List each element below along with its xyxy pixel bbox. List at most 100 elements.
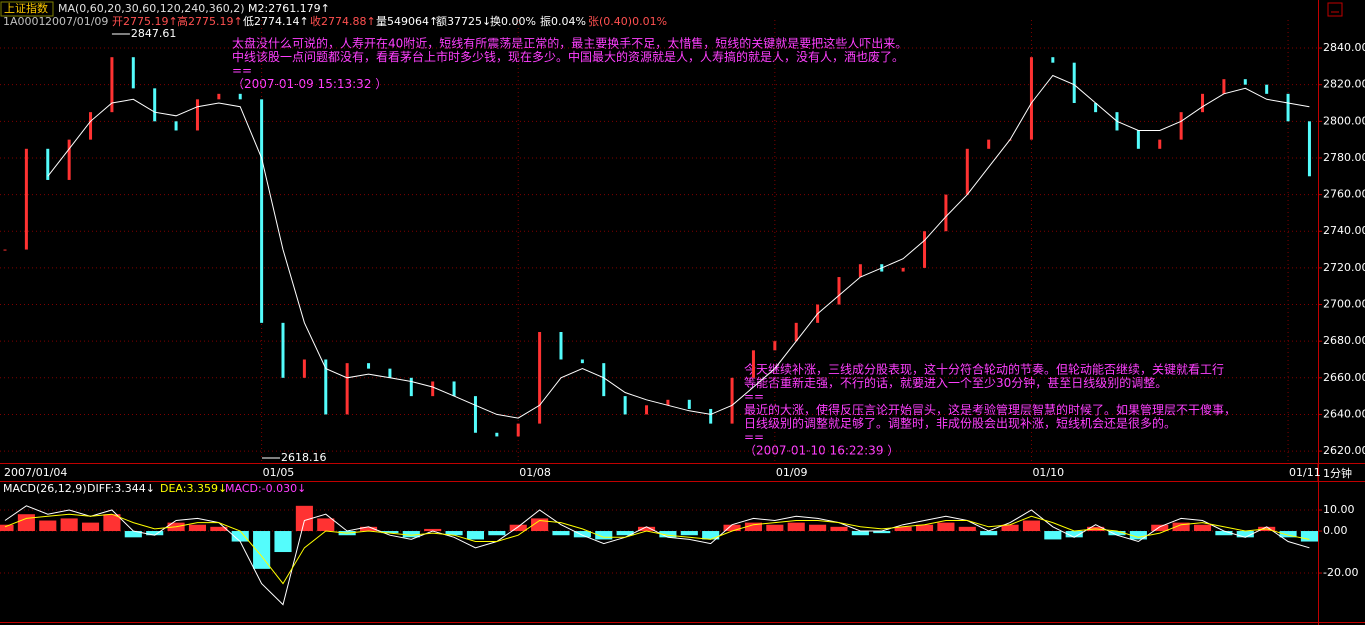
y-tick-label: 2640.00 xyxy=(1323,407,1365,420)
x-tick-label: 01/05 xyxy=(263,466,295,479)
candle xyxy=(901,267,905,272)
candle xyxy=(473,396,477,433)
title-box xyxy=(0,1,54,17)
candle xyxy=(495,432,499,437)
candle xyxy=(751,350,755,378)
y-tick-label: 2840.00 xyxy=(1323,41,1365,54)
quote-field: 额37725↓ xyxy=(436,15,491,28)
annotation: 今天继续补涨，三线成分股表现，这十分符合轮动的节奏。但轮动能否继续，关键就看工行 xyxy=(744,362,1224,377)
macd-bar xyxy=(188,524,207,532)
macd-bar xyxy=(60,518,78,532)
candle xyxy=(1094,102,1098,113)
macd-bar xyxy=(766,524,784,532)
candle xyxy=(409,377,413,397)
candle xyxy=(623,396,627,415)
window-button[interactable] xyxy=(1327,2,1343,17)
candle xyxy=(794,322,798,342)
annotation: 中线该股一点问题都没有，看看茅台上市时多少钱，现在多少。中国最大的资源就是人，人… xyxy=(232,49,904,64)
macd-bar xyxy=(39,520,57,532)
macd-bar xyxy=(295,505,313,532)
macd-bar xyxy=(616,531,634,536)
macd-bar xyxy=(124,531,142,538)
x-tick-label: 01/11 xyxy=(1289,466,1321,479)
candle xyxy=(1286,93,1290,122)
macd-bar xyxy=(894,526,912,532)
candle xyxy=(1201,93,1205,113)
macd-bar xyxy=(1151,524,1169,532)
macd-bar xyxy=(809,524,827,532)
x-tick-label: 01/08 xyxy=(519,466,551,479)
macd-bar xyxy=(146,531,164,536)
candle xyxy=(602,363,606,397)
y-tick-label: 2800.00 xyxy=(1323,114,1365,127)
candle xyxy=(67,139,71,180)
y-tick-label: 10.00 xyxy=(1323,503,1355,516)
candle xyxy=(580,359,584,364)
macd-bar xyxy=(1044,531,1062,540)
macd-bar xyxy=(466,531,485,540)
macd-bar xyxy=(1236,531,1254,538)
y-tick-label: -20.00 xyxy=(1323,566,1358,579)
macd-bar xyxy=(81,522,100,532)
candle xyxy=(110,57,114,113)
macd-bar xyxy=(402,531,420,538)
y-tick-label: 2620.00 xyxy=(1323,444,1365,457)
candle xyxy=(965,148,969,195)
macd-bar xyxy=(1065,531,1083,538)
macd-bar xyxy=(253,531,271,569)
macd-bar xyxy=(1108,531,1126,536)
period-label[interactable]: 1分钟 xyxy=(1323,466,1352,480)
macd-bar xyxy=(445,531,463,536)
candle xyxy=(131,57,135,89)
candle xyxy=(1222,79,1226,94)
macd-bar xyxy=(274,531,292,553)
macd-bar xyxy=(210,526,228,532)
quote-field: 张(0.40)0.01% xyxy=(588,15,667,28)
quote-field: 开2775.19↑ xyxy=(112,15,178,28)
x-tick-label: 01/09 xyxy=(776,466,808,479)
candle xyxy=(709,408,713,424)
m2-label: M2:2761.179↑ xyxy=(248,2,330,15)
dea-line xyxy=(4,513,1310,585)
annotation: 日线级别的调整就足够了。调整时，非成份股会出现补涨，短线机会还是很多的。 xyxy=(744,416,1176,431)
macd-bar xyxy=(595,531,613,540)
candle xyxy=(46,148,50,180)
macd-bar xyxy=(1300,531,1318,542)
macd-bar xyxy=(637,526,656,532)
macd-bar xyxy=(1172,522,1190,532)
x-tick-label: 2007/01/04 xyxy=(4,466,67,479)
macd-bar xyxy=(1193,524,1212,532)
high-label: 2847.61 xyxy=(131,27,177,40)
macd-bar xyxy=(702,531,720,540)
macd-bar xyxy=(552,531,570,536)
candle xyxy=(324,359,328,415)
annotation: 最近的大涨，使得反压言论开始冒头，这是考验管理层智慧的时候了。如果管理层不干傻事… xyxy=(744,402,1236,417)
instrument-name: 上证指数 xyxy=(4,1,48,15)
macd-bar xyxy=(1279,531,1297,538)
macd-bar xyxy=(787,522,805,532)
macd-bar xyxy=(744,522,763,532)
quote-field: 高2775.19↑ xyxy=(177,14,243,28)
candle xyxy=(89,112,93,140)
candle xyxy=(1265,84,1269,94)
candle xyxy=(516,423,520,437)
candle xyxy=(944,194,948,232)
annotation: == xyxy=(744,430,764,444)
y-tick-label: 2740.00 xyxy=(1323,224,1365,237)
macd-bar xyxy=(680,531,698,536)
quote-field: 换0.00% xyxy=(490,14,536,28)
macd-bar xyxy=(509,524,527,532)
macd-bar xyxy=(980,531,998,536)
annotation: == xyxy=(232,64,252,78)
candle xyxy=(858,264,862,278)
y-tick-label: 2660.00 xyxy=(1323,371,1365,384)
macd-bar xyxy=(659,531,677,538)
quote-field: 振0.04% xyxy=(540,14,586,28)
candle xyxy=(3,249,7,251)
quote-field: 收2774.88↑ xyxy=(310,14,376,28)
candle xyxy=(1158,139,1162,149)
macd-bar xyxy=(1129,531,1147,540)
macd-bar xyxy=(381,531,399,534)
x-tick-label: 01/10 xyxy=(1032,466,1064,479)
